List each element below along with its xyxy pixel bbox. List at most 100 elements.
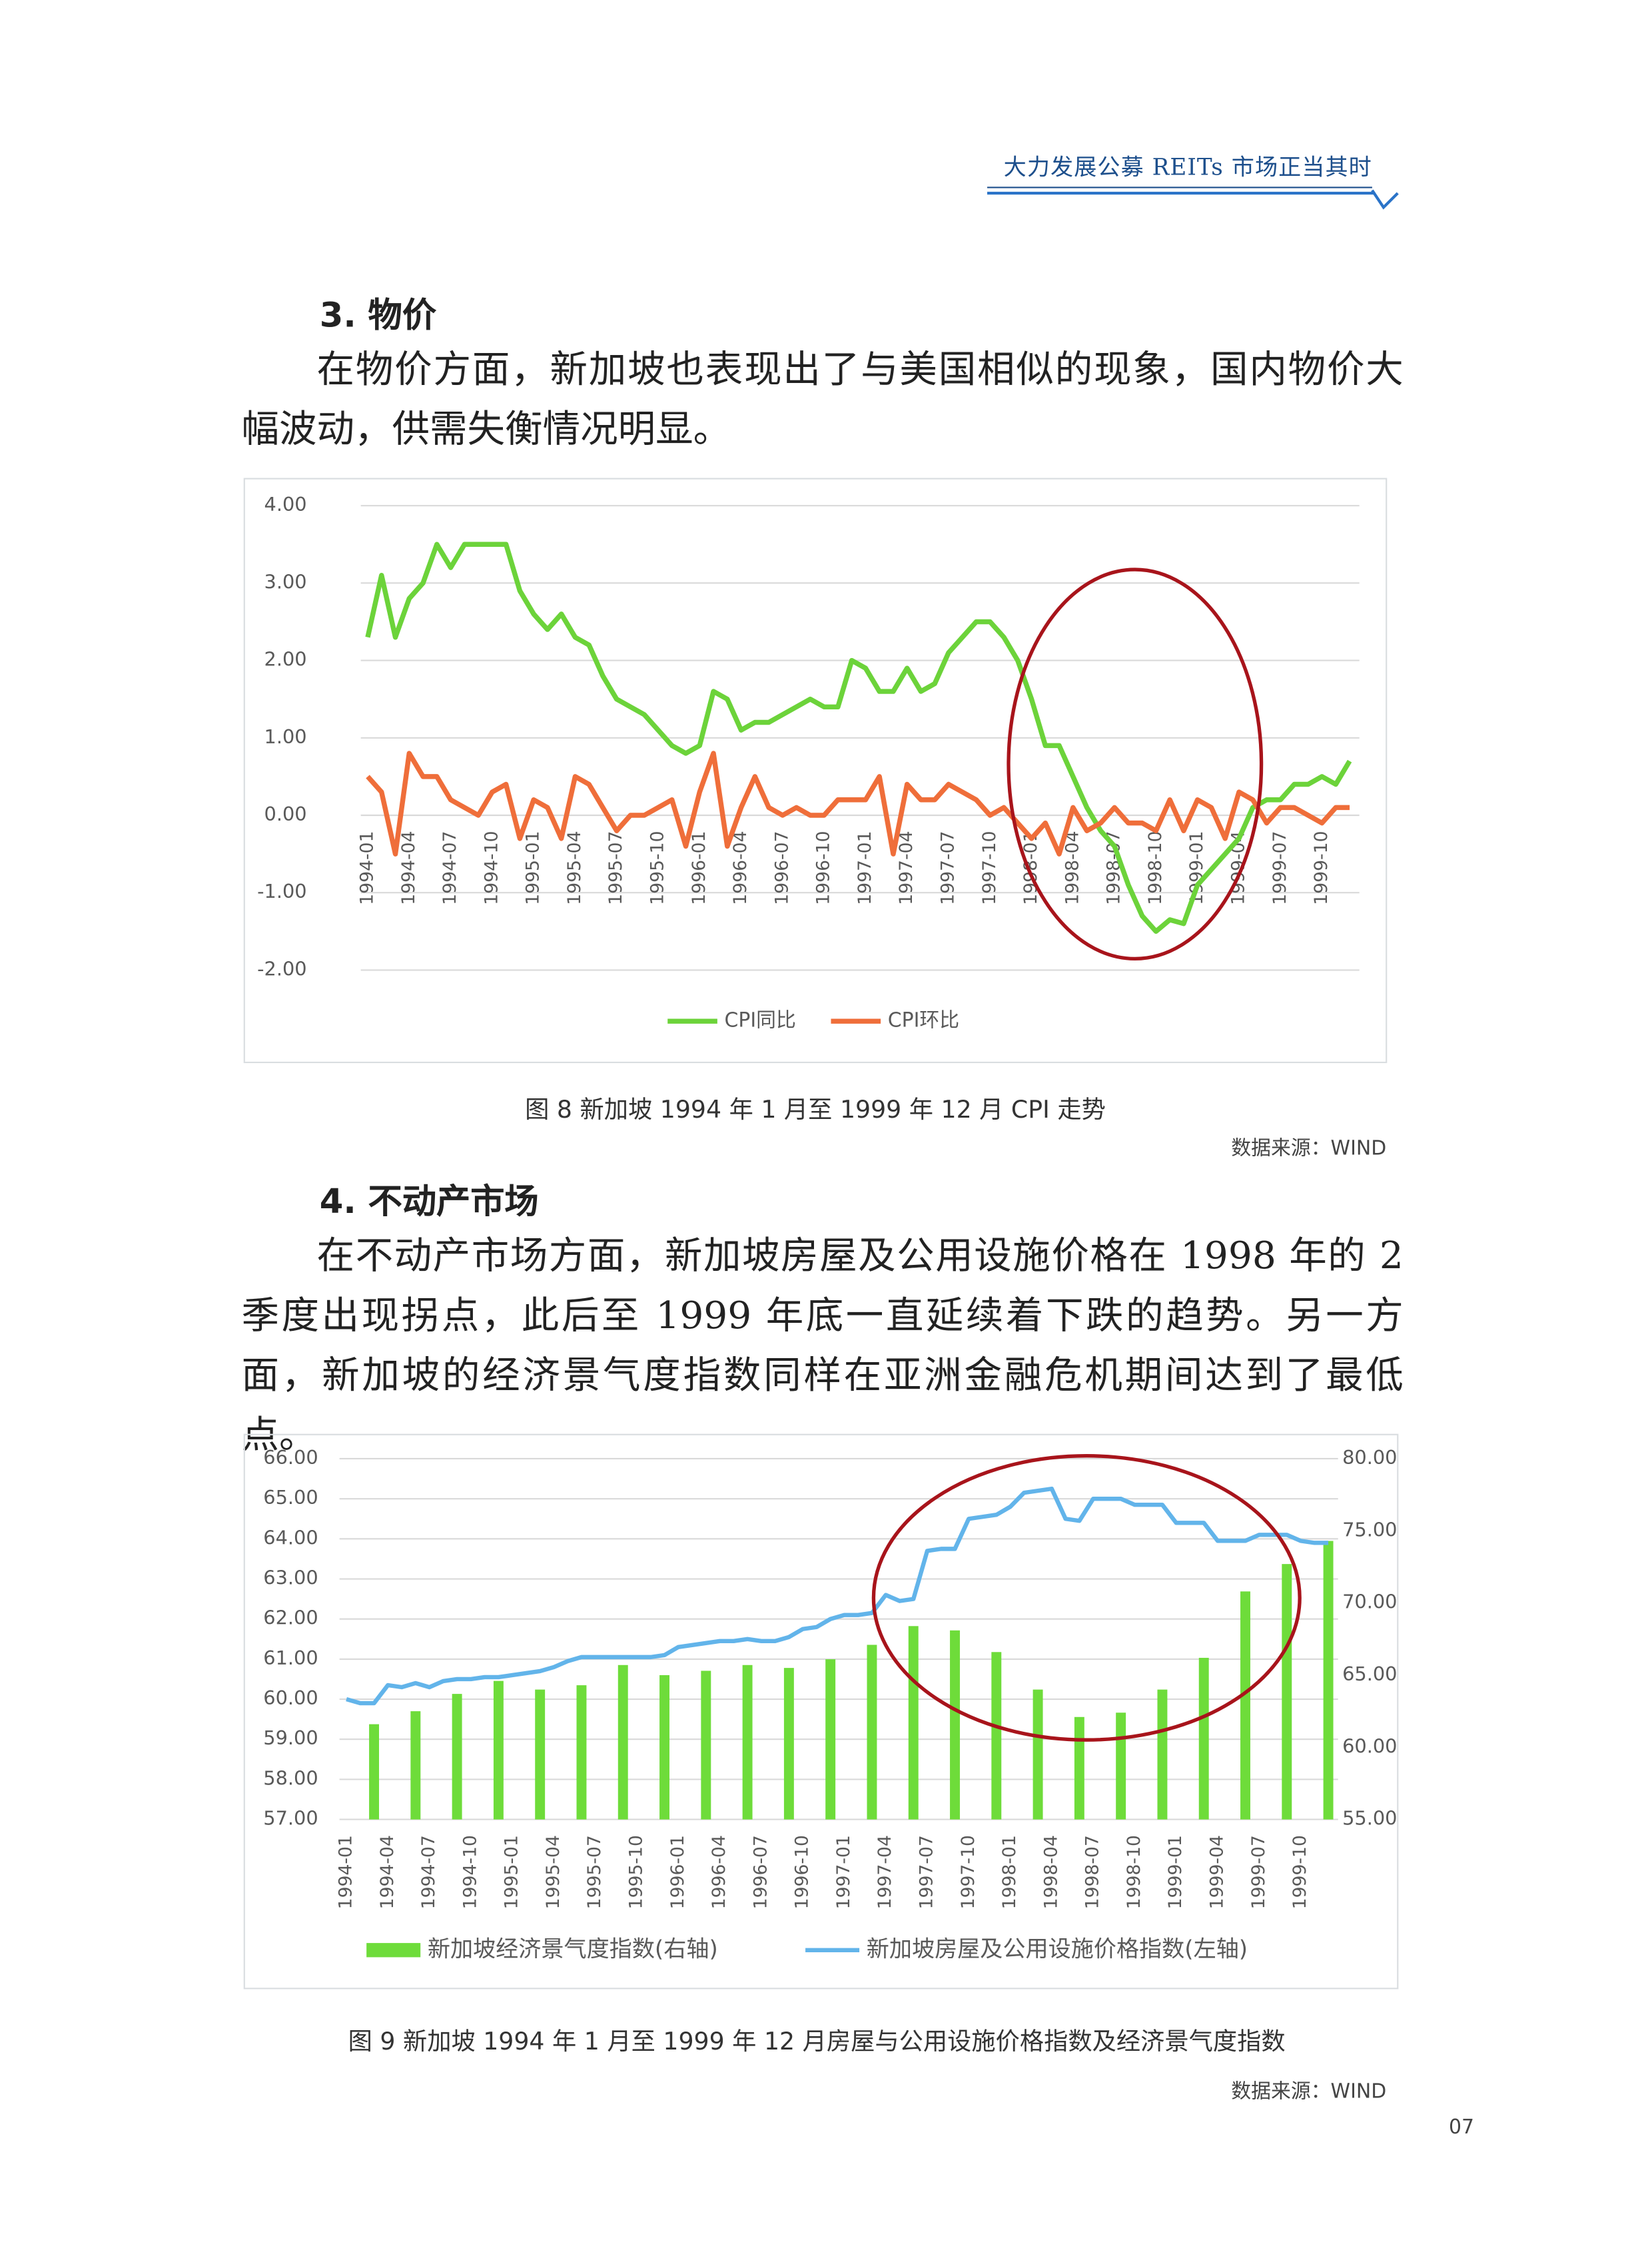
- annotation-ellipse: [871, 1454, 1302, 1742]
- y2-tick-label: 75.00: [1342, 1518, 1397, 1541]
- x-tick-label: 1995-04: [543, 1835, 564, 1909]
- x-tick-label: 1999-04: [1206, 1835, 1227, 1909]
- bar: [1282, 1564, 1292, 1820]
- bar: [950, 1630, 960, 1820]
- figure-caption: 图 8 新加坡 1994 年 1 月至 1999 年 12 月 CPI 走势: [525, 1096, 1106, 1125]
- x-tick-label: 1996-10: [792, 1835, 813, 1909]
- x-tick-label: 1994-07: [418, 1835, 439, 1909]
- y-tick-label: 0.00: [264, 803, 307, 825]
- chart-frame: [243, 1433, 1399, 1990]
- x-tick-label: 1997-04: [875, 1835, 895, 1909]
- y-tick-label: 65.00: [263, 1486, 318, 1509]
- x-tick-label: 1994-10: [460, 1835, 480, 1909]
- x-tick-label: 1996-07: [771, 831, 792, 905]
- bar: [1074, 1716, 1084, 1820]
- x-tick-label: 1995-01: [523, 831, 544, 905]
- bar: [742, 1665, 753, 1820]
- figure-source: 数据来源：WIND: [1231, 1138, 1387, 1161]
- x-tick-label: 1998-01: [999, 1835, 1020, 1909]
- bar: [1240, 1591, 1250, 1820]
- section-heading: 3. 物价: [319, 295, 437, 336]
- x-tick-label: 1996-04: [709, 1835, 729, 1909]
- y-tick-label: -1.00: [257, 880, 306, 903]
- y-tick-label: 3.00: [264, 570, 307, 593]
- y-tick-label: 61.00: [263, 1647, 318, 1669]
- y-tick-label: -2.00: [257, 957, 306, 980]
- y-tick-label: 63.00: [263, 1567, 318, 1589]
- y-tick-label: 64.00: [263, 1526, 318, 1549]
- y-tick-label: 57.00: [263, 1807, 318, 1830]
- bar: [867, 1645, 877, 1820]
- x-tick-label: 1998-04: [1062, 831, 1082, 905]
- x-tick-label: 1994-07: [440, 831, 460, 905]
- bar: [659, 1675, 669, 1820]
- x-tick-label: 1995-04: [564, 831, 585, 905]
- x-tick-label: 1997-07: [916, 1835, 937, 1909]
- legend-label: CPI同比: [725, 1009, 796, 1032]
- x-tick-label: 1997-07: [937, 831, 958, 905]
- running-header: 大力发展公募 REITs 市场正当其时: [1003, 153, 1372, 181]
- x-tick-label: 1994-04: [398, 831, 419, 905]
- bar: [1157, 1689, 1168, 1820]
- figure-source: 数据来源：WIND: [1231, 2080, 1387, 2104]
- chart-frame: [243, 478, 1388, 1064]
- x-tick-label: 1998-04: [1040, 1835, 1061, 1909]
- x-tick-label: 1995-10: [647, 831, 667, 905]
- bar: [1323, 1541, 1334, 1820]
- bar: [908, 1626, 919, 1820]
- paragraph: 在物价方面，新加坡也表现出了与美国相似的现象，国内物价大幅波动，供需失衡情况明显…: [241, 348, 1404, 452]
- y-tick-label: 62.00: [263, 1607, 318, 1629]
- bar: [701, 1671, 711, 1820]
- y-tick-label: 58.00: [263, 1766, 318, 1789]
- x-tick-label: 1999-10: [1311, 831, 1332, 905]
- x-tick-label: 1997-10: [979, 831, 1000, 905]
- y-tick-label: 66.00: [263, 1446, 318, 1469]
- x-tick-label: 1997-01: [833, 1835, 854, 1909]
- bar: [783, 1668, 794, 1820]
- bar: [1198, 1657, 1209, 1820]
- x-tick-label: 1998-01: [1021, 831, 1041, 905]
- bar: [1032, 1689, 1043, 1820]
- x-tick-label: 1995-07: [606, 831, 626, 905]
- bar: [535, 1689, 546, 1820]
- legend-label: CPI环比: [888, 1009, 959, 1032]
- y2-tick-label: 80.00: [1342, 1446, 1397, 1469]
- x-tick-label: 1995-10: [626, 1835, 647, 1909]
- bar: [1116, 1712, 1126, 1820]
- x-tick-label: 1998-10: [1145, 831, 1166, 905]
- x-tick-label: 1994-04: [377, 1835, 398, 1909]
- bar: [576, 1685, 587, 1820]
- x-tick-label: 1996-01: [689, 831, 709, 905]
- legend-label: 新加坡房屋及公用设施价格指数(左轴): [867, 1936, 1248, 1962]
- legend-swatch: [366, 1943, 421, 1958]
- x-tick-label: 1999-07: [1270, 831, 1290, 905]
- x-tick-label: 1998-10: [1124, 1835, 1144, 1909]
- bar: [493, 1681, 504, 1820]
- page-number: 07: [1449, 2116, 1475, 2139]
- y2-tick-label: 55.00: [1342, 1807, 1397, 1830]
- bar: [618, 1665, 628, 1820]
- y2-tick-label: 60.00: [1342, 1734, 1397, 1757]
- bar: [369, 1724, 380, 1820]
- line-series: [366, 751, 1350, 857]
- line-series: [365, 542, 1352, 934]
- x-tick-label: 1996-07: [750, 1835, 771, 1909]
- figure-caption: 图 9 新加坡 1994 年 1 月至 1999 年 12 月房屋与公用设施价格…: [348, 2028, 1286, 2057]
- line-series: [346, 1486, 1329, 1706]
- x-tick-label: 1998-07: [1082, 1835, 1103, 1909]
- x-tick-label: 1995-01: [502, 1835, 522, 1909]
- x-tick-label: 1996-04: [730, 831, 751, 905]
- paragraph: 在不动产市场方面，新加坡房屋及公用设施价格在 1998 年的 2 季度出现拐点，…: [241, 1234, 1404, 1457]
- y2-tick-label: 65.00: [1342, 1663, 1397, 1685]
- x-tick-label: 1999-07: [1248, 1835, 1269, 1909]
- x-tick-label: 1997-10: [958, 1835, 979, 1909]
- legend-label: 新加坡经济景气度指数(右轴): [428, 1936, 718, 1962]
- y-tick-label: 1.00: [264, 725, 307, 748]
- x-tick-label: 1997-04: [896, 831, 917, 905]
- annotation-ellipse: [1007, 567, 1264, 961]
- y-tick-label: 2.00: [264, 648, 307, 671]
- x-tick-label: 1996-01: [667, 1835, 688, 1909]
